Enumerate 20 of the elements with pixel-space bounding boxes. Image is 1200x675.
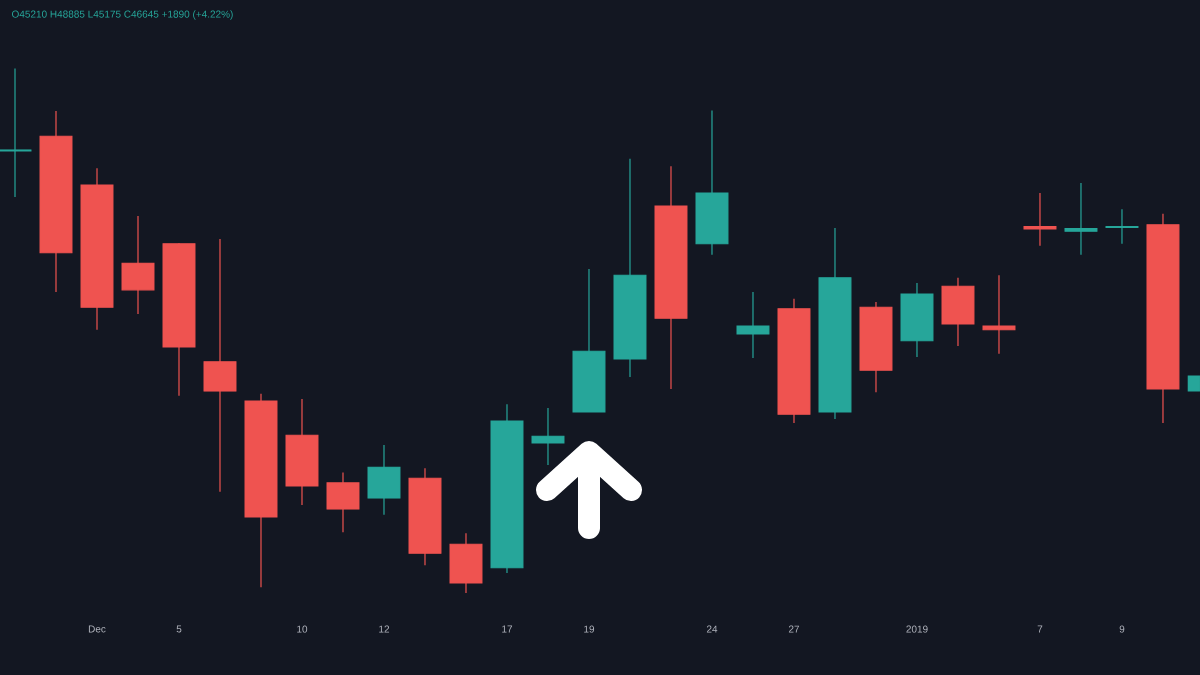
x-tick-label: 10 xyxy=(297,625,308,633)
x-tick-label: 27 xyxy=(788,625,800,633)
text: O45210 H48885 L45175 C46645 +1890 (+4.22%) xyxy=(12,10,233,20)
candlestick xyxy=(1064,182,1098,256)
x-tick-label: 2019 xyxy=(906,625,928,633)
x-tick-label: 9 xyxy=(1119,625,1125,633)
candlestick xyxy=(531,407,565,466)
x-tick-label: 19 xyxy=(584,625,595,633)
x-tick-label: 17 xyxy=(502,625,513,633)
candlestick xyxy=(1023,192,1057,247)
candlestick xyxy=(0,67,32,198)
candlestick xyxy=(203,238,237,493)
x-tick-label: Dec xyxy=(88,625,106,633)
x-tick-label: 7 xyxy=(1037,625,1043,633)
candlestick xyxy=(982,274,1016,355)
x-tick-label: 12 xyxy=(379,625,390,633)
candlestick xyxy=(736,291,770,359)
x-tick-label: 24 xyxy=(706,625,718,633)
candlestick xyxy=(1105,208,1139,245)
x-tick-label: 5 xyxy=(176,625,182,633)
